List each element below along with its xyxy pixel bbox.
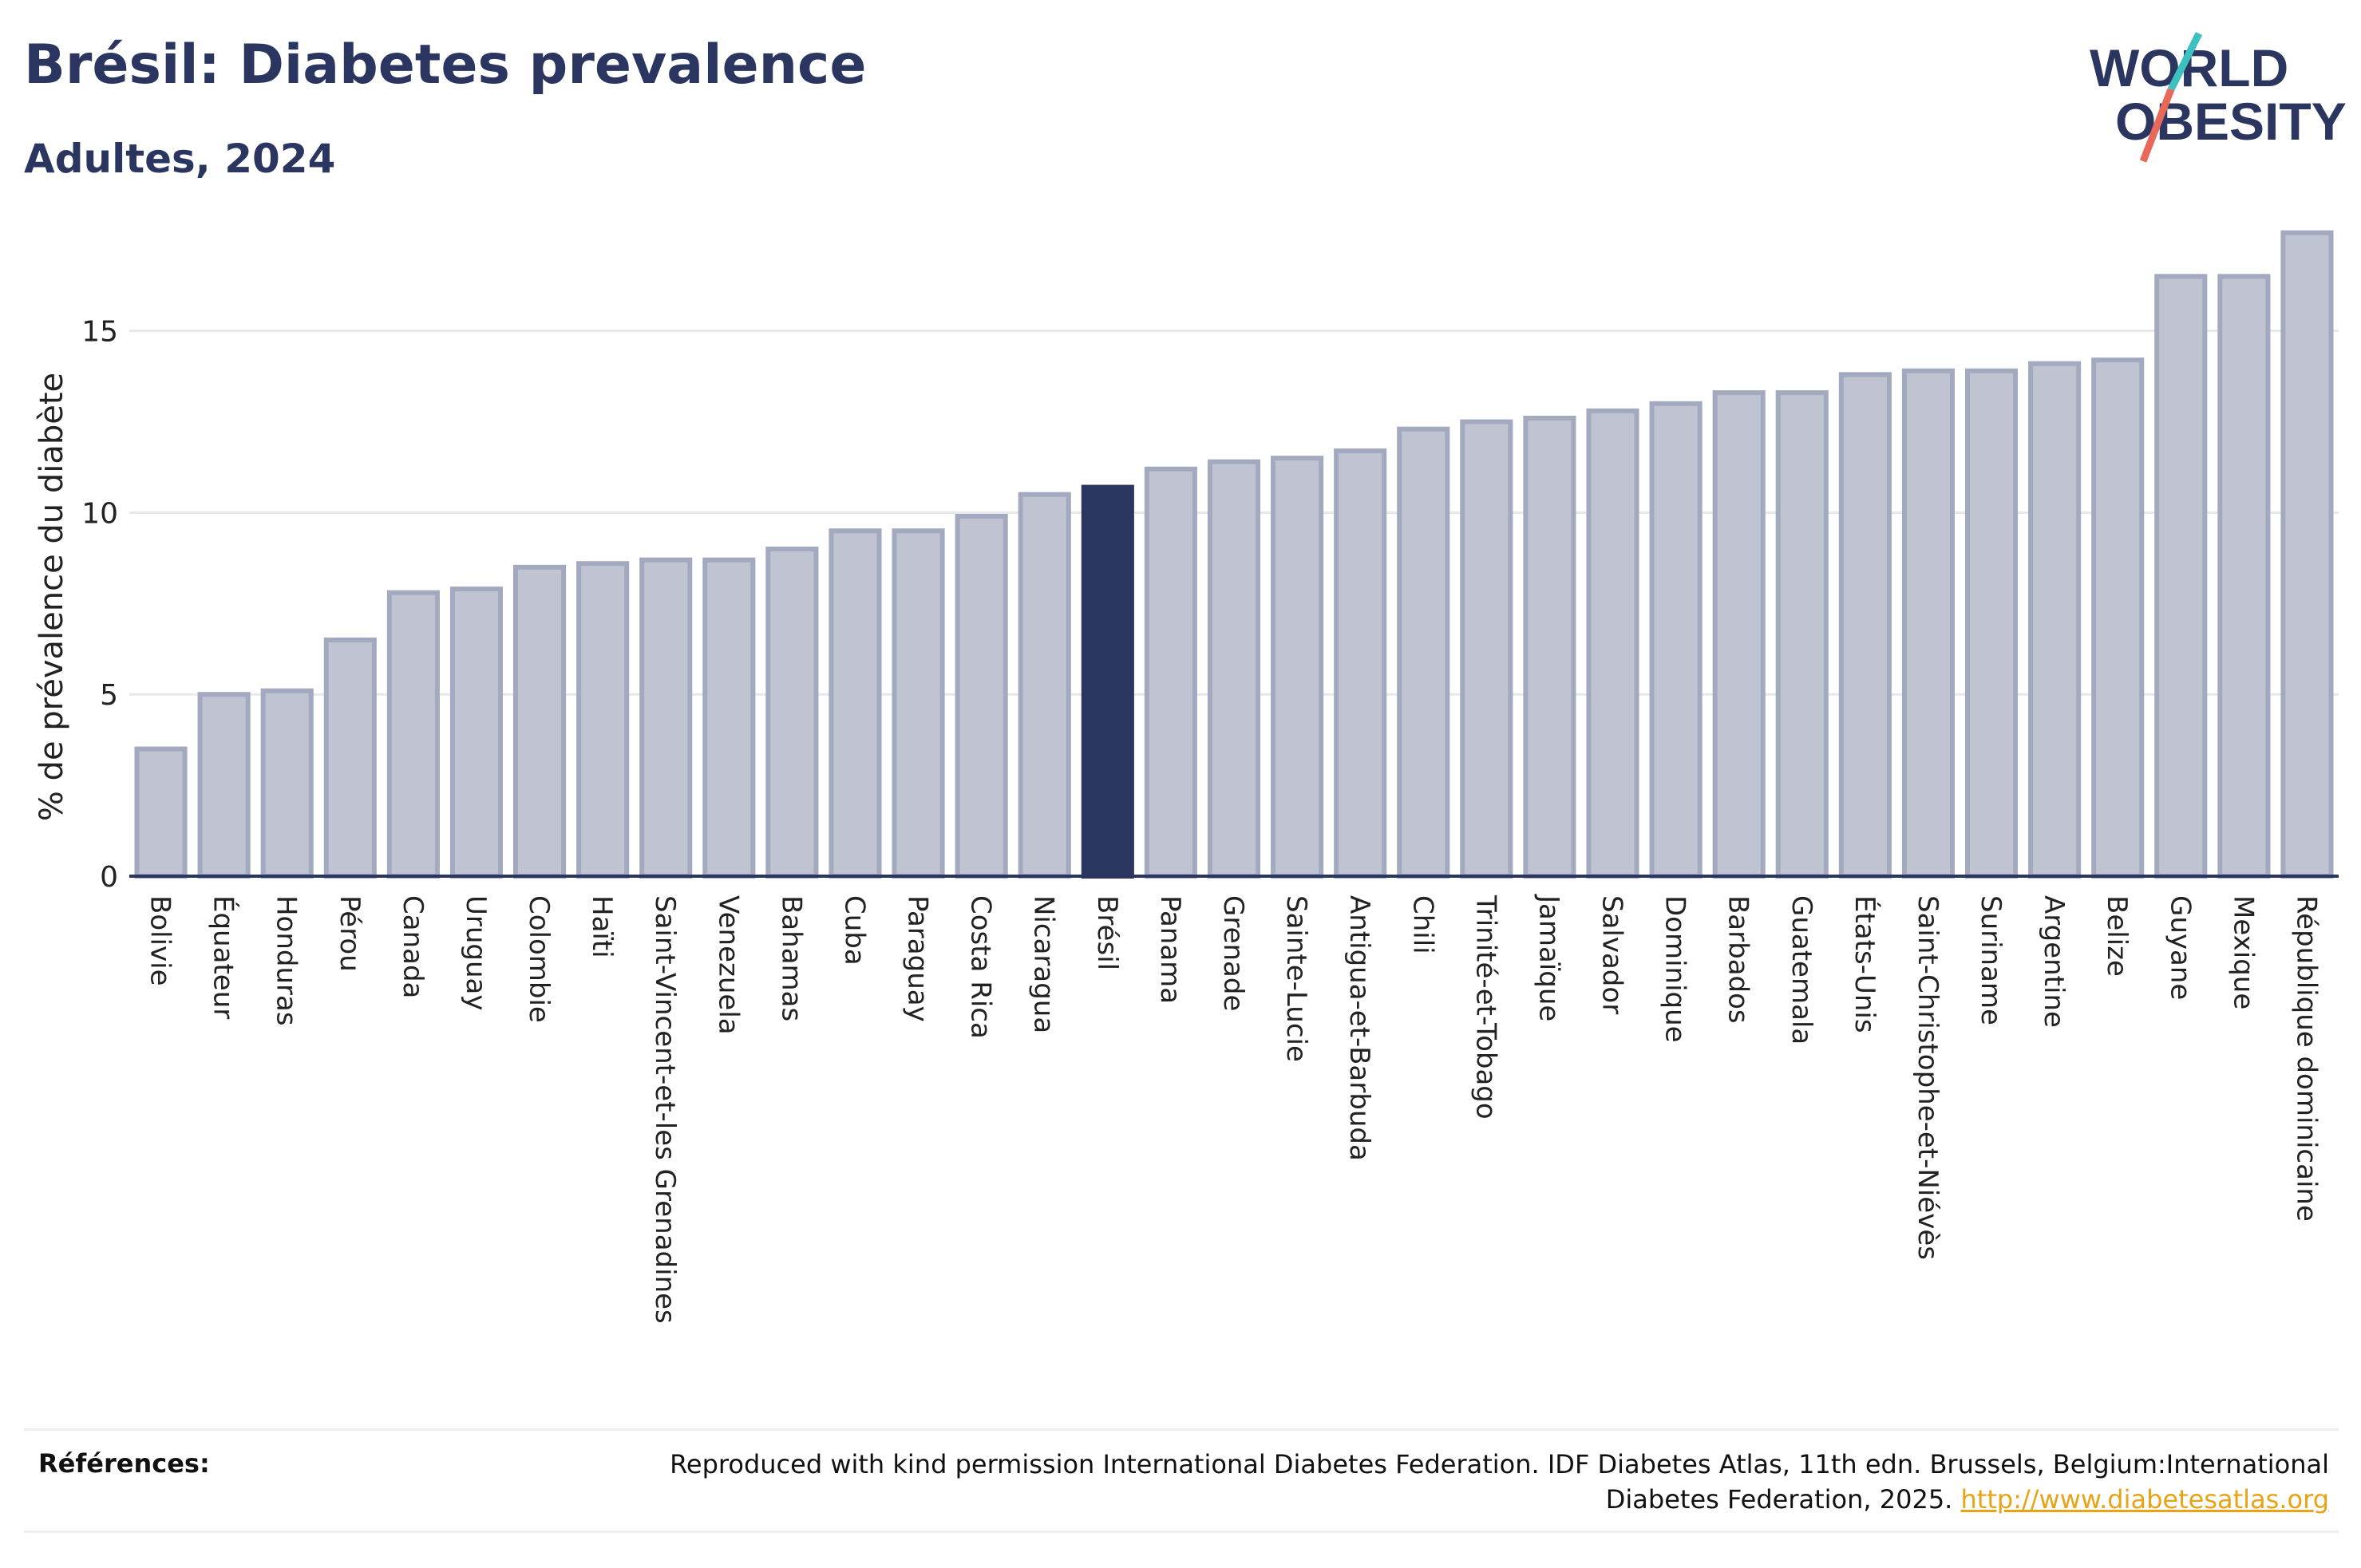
x-tick-label: États-Unis: [1849, 895, 1881, 1033]
bar: [639, 557, 693, 879]
bar: [2091, 357, 2145, 879]
x-tick-label: Bolivie: [144, 895, 176, 986]
y-tick-label: 15: [81, 316, 118, 349]
x-tick-label: Haïti: [586, 895, 618, 958]
bar: [1460, 419, 1513, 879]
bar: [829, 528, 882, 879]
bar: [576, 561, 630, 879]
x-tick-label: Uruguay: [460, 895, 492, 1011]
bar: [1775, 390, 1829, 879]
x-tick-label: Venezuela: [712, 895, 744, 1035]
bar: [702, 557, 756, 879]
x-tick-label: Chili: [1406, 895, 1438, 954]
x-tick-label: Antigua-et-Barbuda: [1343, 895, 1375, 1161]
x-tick-label: Jamaïque: [1532, 894, 1564, 1021]
bar: [197, 692, 251, 879]
x-tick-label: Canada: [397, 895, 429, 998]
bar: [765, 547, 819, 879]
diabetesatlas-link[interactable]: http://www.diabetesatlas.org: [1960, 1484, 2329, 1515]
x-tick-label: République dominicaine: [2290, 895, 2322, 1222]
bar: [955, 514, 1008, 879]
x-tick-label: Barbados: [1722, 895, 1754, 1024]
bars: [134, 230, 2334, 879]
references-body: Reproduced with kind permission Internat…: [670, 1449, 2329, 1515]
x-tick-label: Guatemala: [1786, 895, 1817, 1045]
logo-graphic: WORLD OBESITY: [2090, 31, 2347, 163]
references-text: Reproduced with kind permission Internat…: [653, 1447, 2329, 1517]
bar: [1397, 426, 1450, 879]
references-label: Références:: [38, 1448, 210, 1479]
page-title: Brésil: Diabetes prevalence: [24, 34, 867, 97]
bar: [513, 564, 567, 879]
x-tick-label: Équateur: [208, 895, 240, 1019]
x-tick-label: Saint-Christophe-et-Niévès: [1912, 895, 1944, 1260]
bar: [449, 587, 504, 879]
bar: [1523, 416, 1576, 879]
bar: [2217, 274, 2271, 879]
x-tick-label: Grenade: [1217, 895, 1249, 1011]
bar: [1712, 390, 1766, 879]
bar: [386, 590, 440, 879]
bar: [134, 746, 188, 879]
x-tick-label: Costa Rica: [965, 895, 997, 1039]
bar: [1901, 368, 1955, 879]
bar-highlight: [1081, 484, 1134, 879]
references-box: Références: Reproduced with kind permiss…: [24, 1428, 2339, 1533]
x-tick-label: Salvador: [1596, 895, 1628, 1014]
bar: [2028, 361, 2082, 879]
bar: [1964, 368, 2019, 879]
y-axis-ticks: 0 5 10 15: [81, 316, 118, 894]
y-tick-label: 10: [81, 497, 118, 530]
y-axis-title: % de prévalence du diabète: [34, 373, 70, 821]
bar: [892, 528, 945, 879]
x-tick-label: Suriname: [1975, 895, 2007, 1025]
bar: [1144, 466, 1197, 879]
y-tick-label: 5: [100, 679, 118, 712]
x-tick-label: Sainte-Lucie: [1280, 895, 1312, 1062]
x-tick-label: Panama: [1154, 895, 1186, 1004]
world-obesity-logo: WORLD OBESITY: [2083, 31, 2347, 168]
x-tick-label: Nicaragua: [1028, 895, 1060, 1033]
x-tick-label: Dominique: [1659, 895, 1691, 1043]
x-tick-label: Brésil: [1091, 895, 1123, 970]
x-tick-label: Honduras: [271, 895, 303, 1026]
x-tick-label: Saint-Vincent-et-les Grenadines: [649, 895, 681, 1324]
bar: [1586, 408, 1639, 879]
bar: [260, 688, 314, 879]
bar: [2280, 230, 2334, 879]
x-tick-label: Pérou: [334, 895, 366, 972]
x-tick-label: Trinité-et-Tobago: [1469, 895, 1501, 1120]
x-axis-labels: Bolivie Équateur Honduras Pérou Canada Urugua…: [144, 894, 2323, 1324]
logo-slash-coral: [2139, 88, 2175, 163]
bar: [1838, 372, 1892, 879]
x-tick-label: Belize: [2101, 895, 2133, 977]
x-tick-label: Paraguay: [902, 895, 934, 1022]
x-tick-label: Colombie: [523, 895, 555, 1023]
bar: [323, 637, 377, 879]
page-subtitle: Adultes, 2024: [24, 136, 336, 182]
bar: [1271, 456, 1324, 879]
x-tick-label: Cuba: [838, 895, 870, 966]
x-tick-label: Argentine: [2038, 895, 2070, 1028]
logo-slash-teal: [2167, 31, 2203, 92]
bar-chart: 0 5 10 15 Bolivie Équateur Honduras Pérou Canad…: [34, 230, 2339, 1324]
bar: [1018, 492, 1071, 879]
bar: [2154, 274, 2208, 879]
x-tick-label: Guyane: [2164, 895, 2196, 1000]
x-tick-label: Mexique: [2227, 895, 2259, 1009]
y-tick-label: 0: [100, 861, 118, 894]
bar: [1334, 448, 1387, 879]
bar: [1207, 459, 1261, 879]
bar: [1649, 401, 1703, 879]
x-tick-label: Bahamas: [775, 895, 807, 1021]
